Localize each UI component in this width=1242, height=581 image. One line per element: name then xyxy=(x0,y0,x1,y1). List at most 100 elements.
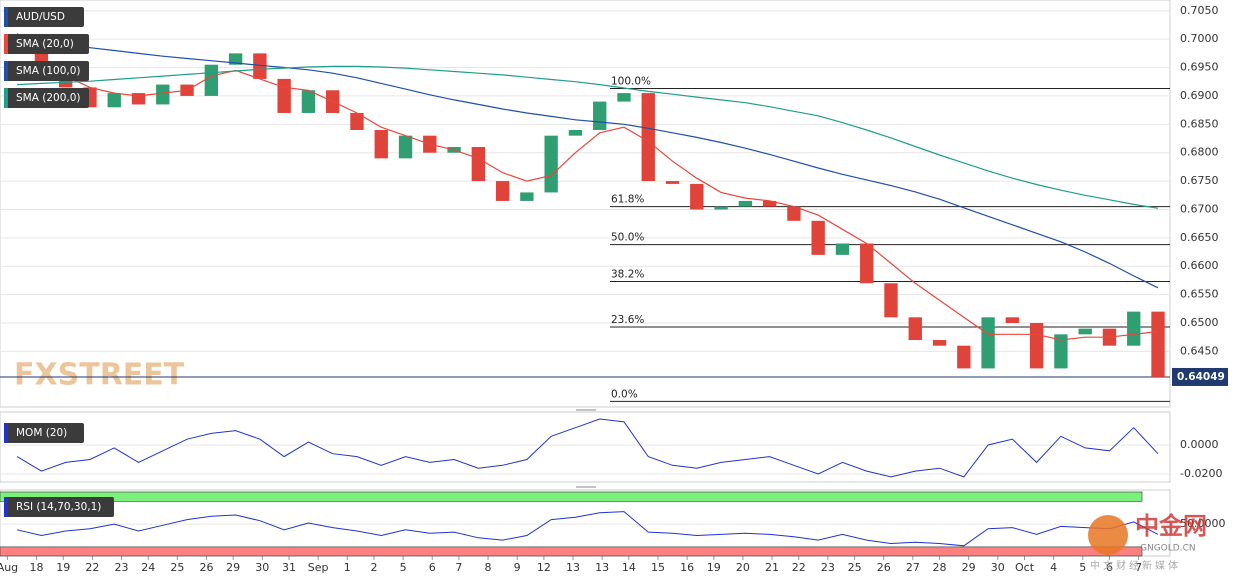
x-tick-label: 5 xyxy=(400,561,407,574)
candle xyxy=(762,200,777,207)
y-tick-label: 0.6950 xyxy=(1180,61,1219,74)
candle xyxy=(787,206,801,221)
candle xyxy=(1151,311,1165,377)
sma-line xyxy=(17,38,1159,289)
candle xyxy=(617,93,631,102)
candle xyxy=(690,183,704,210)
x-tick-label: 25 xyxy=(848,561,862,574)
last-price-label: 0.64049 xyxy=(1177,371,1225,383)
x-tick-label: 29 xyxy=(962,561,976,574)
fib-label: 23.6% xyxy=(611,314,644,326)
candle xyxy=(59,78,73,88)
x-tick-label: 30 xyxy=(255,561,269,574)
last-price-box xyxy=(1172,367,1228,386)
y-tick-label: 0.6550 xyxy=(1180,288,1219,301)
y-tick-label: 0.6600 xyxy=(1180,259,1219,272)
candle xyxy=(253,53,267,79)
candle xyxy=(1029,322,1044,369)
candle xyxy=(544,135,558,193)
legend-box xyxy=(4,423,84,443)
x-tick-label: Aug xyxy=(0,561,18,574)
candle xyxy=(301,90,316,113)
legend-swatch xyxy=(4,61,8,81)
candle xyxy=(520,192,534,201)
y-tick-label: 0.6850 xyxy=(1180,117,1219,130)
candle xyxy=(495,181,510,201)
x-tick-label: 12 xyxy=(537,561,551,574)
y-tick-label: 0.7000 xyxy=(1180,32,1219,45)
x-tick-label: 14 xyxy=(622,561,636,574)
y-tick-label: 0.6500 xyxy=(1180,316,1219,329)
fib-label: 50.0% xyxy=(611,232,644,244)
x-tick-label: 6 xyxy=(429,561,436,574)
x-tick-label: 9 xyxy=(514,561,521,574)
candle xyxy=(835,243,850,255)
x-tick-label: 6 xyxy=(1106,561,1113,574)
y-tick-label: 0.6700 xyxy=(1180,202,1219,215)
y-tick-label: -0.0200 xyxy=(1180,467,1222,480)
candle xyxy=(277,78,291,113)
legend-swatch xyxy=(4,7,8,27)
candle xyxy=(908,317,922,341)
x-tick-label: 27 xyxy=(906,561,920,574)
x-tick-label: 15 xyxy=(651,561,665,574)
candle xyxy=(131,93,146,105)
x-tick-label: 5 xyxy=(1079,561,1086,574)
oversold-band xyxy=(0,546,1143,557)
y-tick-label: 0.0000 xyxy=(1180,438,1219,451)
watermark-logo xyxy=(1088,515,1128,555)
x-tick-label: 29 xyxy=(226,561,240,574)
x-tick-label: 23 xyxy=(821,561,835,574)
sma-line xyxy=(17,65,1159,209)
candle xyxy=(641,93,655,182)
x-tick-label: 30 xyxy=(991,561,1005,574)
legend-box xyxy=(4,497,114,517)
candle xyxy=(665,181,680,184)
fib-label: 38.2% xyxy=(611,269,644,281)
legend-box xyxy=(4,7,84,27)
candle xyxy=(738,200,753,207)
legend-label: RSI (14,70,30,1) xyxy=(16,501,101,513)
indicator-line xyxy=(16,418,1159,478)
x-tick-label: 19 xyxy=(707,561,721,574)
legend-swatch xyxy=(4,88,8,108)
candle xyxy=(568,129,583,136)
x-tick-label: 18 xyxy=(30,561,44,574)
fib-label: 100.0% xyxy=(611,76,651,88)
legend-label: AUD/USD xyxy=(16,11,65,23)
x-tick-label: 28 xyxy=(933,561,947,574)
x-tick-label: 24 xyxy=(141,561,155,574)
x-tick-label: 19 xyxy=(56,561,70,574)
y-tick-label: 0.6650 xyxy=(1180,231,1219,244)
candle xyxy=(1078,328,1092,335)
indicator-line xyxy=(16,511,1159,547)
x-tick-label: 4 xyxy=(1050,561,1057,574)
x-tick-label: 7 xyxy=(455,561,462,574)
x-tick-label: 7 xyxy=(1135,561,1142,574)
x-tick-label: 1 xyxy=(344,561,351,574)
watermark: FXSTREET xyxy=(14,358,185,393)
candle xyxy=(932,340,947,346)
candle xyxy=(398,135,413,159)
candle xyxy=(204,64,219,96)
y-tick-label: 50.0000 xyxy=(1180,517,1226,530)
y-tick-label: 0.6900 xyxy=(1180,89,1219,102)
fib-label: 0.0% xyxy=(611,388,638,400)
fib-label: 61.8% xyxy=(611,194,644,206)
candle xyxy=(860,243,874,284)
x-tick-label: 16 xyxy=(680,561,694,574)
x-tick-label: 26 xyxy=(199,561,213,574)
legend-box xyxy=(4,88,89,108)
legend-swatch xyxy=(4,423,8,443)
watermark: 中金网 xyxy=(1135,512,1207,540)
legend-box xyxy=(4,34,89,54)
candle xyxy=(593,101,607,130)
candle xyxy=(1127,311,1141,346)
candle xyxy=(350,112,364,130)
candle xyxy=(811,220,825,255)
watermark: GNGOLD.CN xyxy=(1140,544,1196,554)
x-tick-label: Oct xyxy=(1015,561,1035,574)
legend-box xyxy=(4,61,89,81)
candle xyxy=(957,345,971,369)
watermark: 中文财经新媒体 xyxy=(1090,559,1181,572)
